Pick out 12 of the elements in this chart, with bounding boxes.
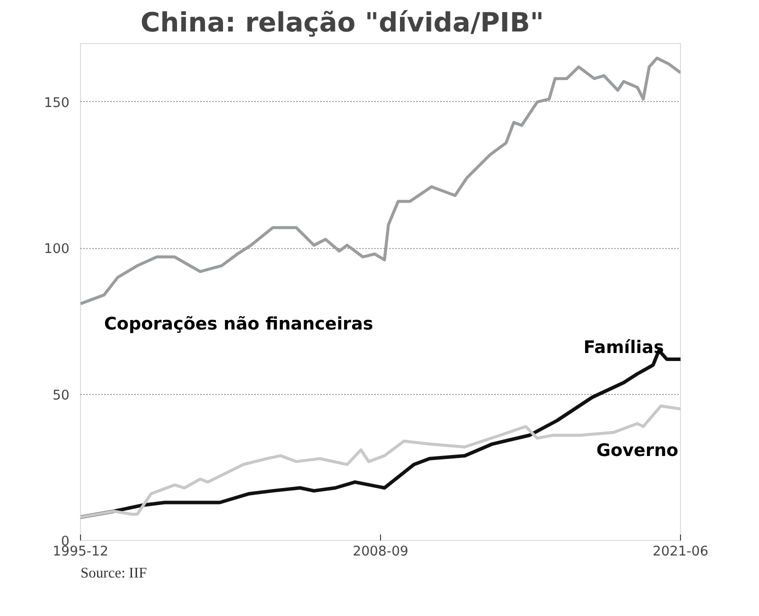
- line-series: [80, 404, 680, 519]
- source-note: Source: IIF: [80, 566, 147, 582]
- x-tick-label: 2008-09: [352, 544, 408, 560]
- series-label: Governo: [596, 440, 678, 461]
- series-label: Coporações não financeiras: [104, 314, 374, 335]
- y-tick-label: 50: [52, 388, 70, 404]
- y-tick-label: 100: [44, 242, 70, 258]
- line-series: [80, 56, 680, 306]
- x-tick-label: 2021-06: [652, 544, 708, 560]
- y-tick-label: 150: [44, 96, 70, 111]
- series-label: Famílias: [583, 338, 664, 358]
- chart-title: China: relação "dívida/PIB": [140, 8, 544, 38]
